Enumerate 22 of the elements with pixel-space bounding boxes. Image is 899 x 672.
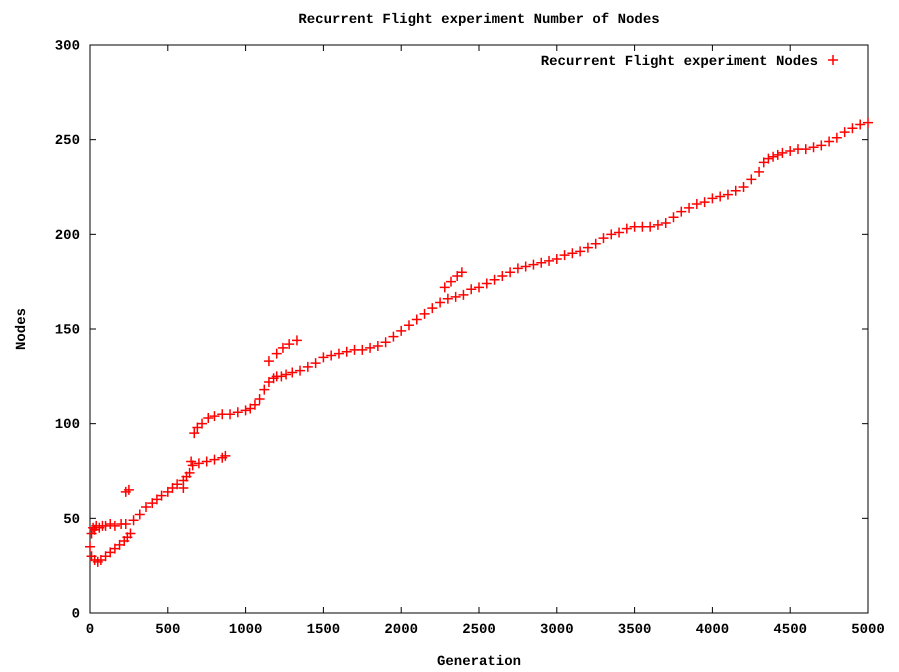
x-tick-label: 1000 — [228, 622, 262, 638]
x-tick-label: 1500 — [306, 622, 340, 638]
y-tick-label: 250 — [54, 133, 80, 150]
y-tick-label: 300 — [54, 38, 80, 54]
y-tick-label: 150 — [54, 322, 80, 338]
x-tick-label: 5000 — [851, 622, 885, 638]
chart-title: Recurrent Flight experiment Number of Nodes — [298, 12, 660, 28]
y-tick-label: 200 — [54, 228, 80, 244]
legend-label: Recurrent Flight experiment Nodes — [540, 54, 818, 70]
x-tick-label: 4500 — [773, 622, 808, 638]
x-tick-label: 2000 — [384, 622, 418, 638]
y-axis-title: Nodes — [14, 308, 30, 350]
y-tick-label: 0 — [72, 606, 80, 622]
x-tick-label: 3500 — [618, 622, 652, 638]
x-tick-label: 0 — [86, 622, 94, 638]
x-axis-title: Generation — [436, 654, 522, 670]
x-tick-label: 2500 — [462, 622, 496, 638]
y-tick-label: 50 — [63, 512, 80, 528]
x-tick-label: 3000 — [540, 622, 574, 638]
y-tick-label: 100 — [54, 417, 80, 434]
x-tick-label: 4000 — [696, 622, 730, 638]
x-tick-label: 500 — [155, 622, 180, 638]
